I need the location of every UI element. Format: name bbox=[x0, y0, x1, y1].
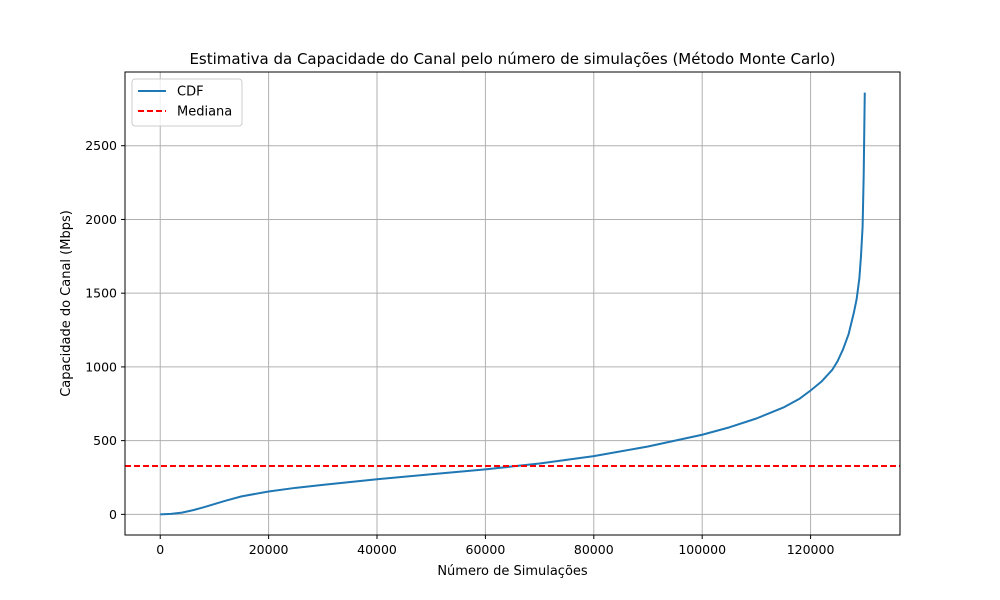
chart-title: Estimativa da Capacidade do Canal pelo n… bbox=[189, 50, 835, 68]
x-tick-label: 100000 bbox=[678, 542, 726, 557]
x-tick-label: 40000 bbox=[357, 542, 397, 557]
y-tick-label: 500 bbox=[93, 433, 117, 448]
cdf-line bbox=[160, 92, 866, 516]
y-tick-label: 0 bbox=[109, 507, 117, 522]
x-axis-label: Número de Simulações bbox=[437, 564, 588, 579]
y-tick-label: 2500 bbox=[85, 138, 117, 153]
x-tick-label: 120000 bbox=[787, 542, 835, 557]
x-tick-label: 60000 bbox=[466, 542, 506, 557]
x-tick-label: 0 bbox=[156, 542, 164, 557]
legend-label-cdf: CDF bbox=[177, 85, 204, 100]
plot-series bbox=[125, 92, 900, 516]
y-tick-label: 1000 bbox=[85, 359, 117, 374]
y-tick-label: 2000 bbox=[85, 212, 117, 227]
y-axis-label: Capacidade do Canal (Mbps) bbox=[59, 210, 74, 397]
legend: CDF Mediana bbox=[131, 78, 243, 127]
grid bbox=[125, 72, 900, 535]
x-tick-label: 20000 bbox=[249, 542, 289, 557]
plot-frame bbox=[124, 71, 901, 536]
x-tick-label: 80000 bbox=[574, 542, 614, 557]
legend-label-mediana: Mediana bbox=[177, 105, 232, 120]
axis-ticks: 0 20000 40000 60000 80000 100000 120000 0 500 100… bbox=[85, 138, 834, 557]
y-tick-label: 1500 bbox=[85, 286, 117, 301]
